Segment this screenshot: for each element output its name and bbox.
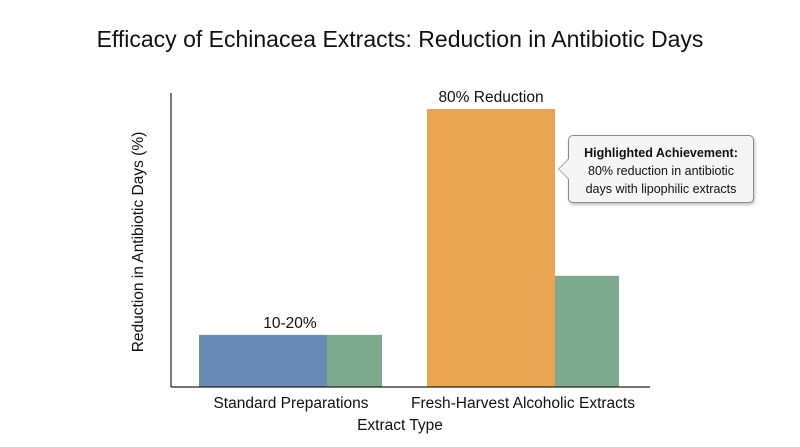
bar-2-1 xyxy=(327,334,382,387)
x-axis-label: Extract Type xyxy=(357,417,443,434)
callout-body: 80% reduction in antibiotic days with li… xyxy=(585,164,737,196)
x-tick-label: Standard Preparations xyxy=(213,395,368,412)
bar-2-2 xyxy=(555,275,619,387)
data-label: 80% Reduction xyxy=(438,89,543,106)
callout-heading: Highlighted Achievement: xyxy=(584,146,738,160)
y-axis-label: Reduction in Antibiotic Days (%) xyxy=(130,132,147,353)
x-tick-label: Fresh-Harvest Alcoholic Extracts xyxy=(411,395,635,412)
bar-1-2 xyxy=(427,109,555,387)
data-label: 10-20% xyxy=(263,315,317,332)
bar-1-1 xyxy=(199,334,327,387)
annotation-callout: Highlighted Achievement: 80% reduction i… xyxy=(558,135,754,203)
chart-title: Efficacy of Echinacea Extracts: Reductio… xyxy=(96,26,704,52)
